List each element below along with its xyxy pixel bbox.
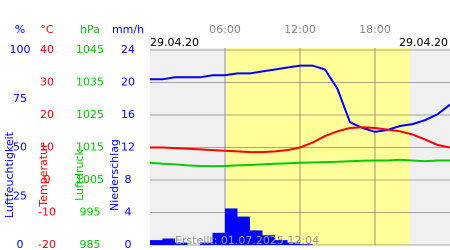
axis-label: Temperatur: [37, 143, 50, 208]
y-tick-label: 985: [80, 238, 101, 250]
precipitation-bar: [162, 238, 175, 245]
precipitation-bar: [225, 208, 238, 245]
y-tick-label: 1015: [76, 141, 104, 154]
date-left: 29.04.20: [150, 36, 199, 49]
precipitation-bar: [175, 242, 188, 245]
precipitation-bar: [200, 242, 213, 245]
y-tick-label: 24: [121, 43, 135, 56]
y-tick-label: 20: [121, 76, 135, 89]
y-tick-label: 1035: [76, 76, 104, 89]
series-line: [149, 158, 450, 168]
unit-label: °C: [40, 23, 54, 36]
y-tick-label: 4: [125, 206, 132, 219]
y-tick-label: -10: [38, 206, 56, 219]
y-tick-label: 995: [80, 206, 101, 219]
date-right: 29.04.20: [399, 36, 448, 49]
y-tick-label: 1025: [76, 108, 104, 121]
precipitation-bar: [300, 244, 313, 245]
y-tick-label: 50: [13, 141, 27, 154]
y-tick-label: 10: [40, 141, 54, 154]
x-tick-label: 18:00: [359, 23, 391, 36]
y-tick-label: 16: [121, 108, 135, 121]
y-tick-label: 30: [40, 76, 54, 89]
unit-label: mm/h: [112, 23, 144, 36]
y-tick-label: 0: [125, 238, 132, 250]
unit-label: %: [15, 23, 25, 36]
axis-label: Luftfeuchtigkeit: [3, 131, 16, 218]
x-tick-label: 06:00: [209, 23, 241, 36]
y-tick-label: 25: [13, 189, 27, 202]
series-line: [150, 64, 450, 133]
daylight: [226, 48, 410, 245]
y-tick-label: 1045: [76, 43, 104, 56]
precipitation-bar: [150, 240, 163, 245]
precipitation-bar: [262, 235, 275, 245]
precipitation-bar: [250, 230, 263, 245]
y-tick-label: 40: [40, 43, 54, 56]
y-tick-label: 75: [13, 92, 27, 105]
y-tick-label: 12: [121, 141, 135, 154]
y-tick-label: 1005: [76, 173, 104, 186]
precipitation-bar: [287, 242, 300, 245]
footer: Erstellt: 01.07.2025 12:04: [175, 234, 319, 247]
y-tick-label: 20: [40, 108, 54, 121]
precipitation-bar: [237, 216, 250, 245]
precipitation-bar: [275, 240, 288, 245]
series-line: [150, 126, 450, 154]
y-tick-label: 100: [10, 43, 31, 56]
precipitation-bar: [212, 232, 225, 245]
y-tick-label: 8: [125, 173, 132, 186]
x-tick-label: 12:00: [284, 23, 316, 36]
axis-label: Luftdruck: [73, 148, 86, 200]
unit-label: hPa: [80, 23, 100, 36]
y-tick-label: 0: [44, 173, 51, 186]
y-tick-label: -20: [38, 238, 56, 250]
y-tick-label: 0: [17, 238, 24, 250]
axis-label: Niederschlag: [108, 139, 121, 211]
